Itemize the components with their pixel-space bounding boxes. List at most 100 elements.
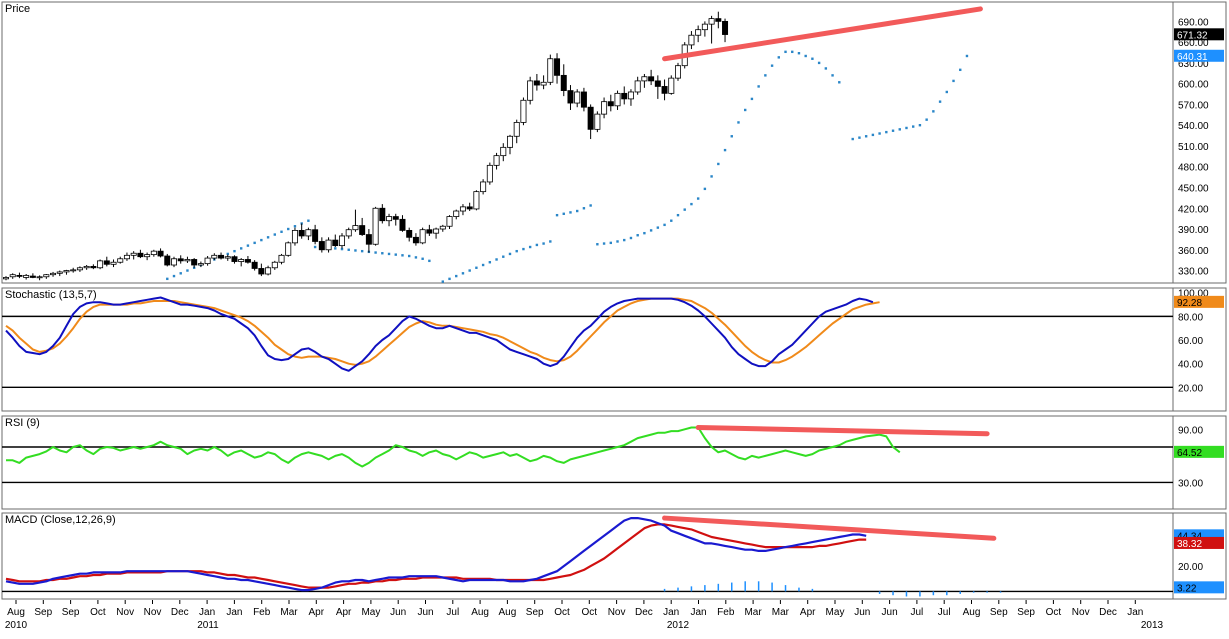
candle: [621, 92, 628, 100]
x-month-label: Sep: [990, 607, 1008, 618]
sar-dot: [421, 257, 424, 260]
sar-dot: [952, 79, 955, 83]
candle: [520, 99, 527, 123]
sar-dot: [663, 223, 666, 227]
sar-dot: [502, 255, 505, 258]
x-month-label: Dec: [171, 607, 189, 618]
sar-dot: [676, 213, 680, 217]
candle: [224, 256, 231, 259]
axis-frame-1: [1172, 287, 1227, 412]
sar-dot: [387, 252, 391, 256]
y-tick-label: 100.00: [1178, 289, 1209, 300]
candle: [150, 250, 157, 256]
candle: [157, 250, 164, 257]
candle: [285, 242, 292, 256]
x-month-label: Dec: [635, 607, 653, 618]
candle: [325, 239, 332, 251]
sar-dot: [307, 219, 310, 222]
candle: [675, 65, 682, 79]
sar-dot: [240, 247, 243, 250]
macd-signal-line: [5, 523, 867, 589]
panel-title-stochastic: Stochastic (13,5,7): [5, 289, 97, 301]
sar-dot: [246, 244, 250, 247]
chart-panels: Price 330.00 360.00 390.00 420.00 450.00 480.0…: [1, 1, 1227, 600]
sar-dot: [515, 249, 518, 253]
candle: [63, 270, 70, 273]
sar-dot: [401, 254, 404, 257]
x-month-label: Mar: [280, 607, 298, 618]
last-price-tag: 671.32: [1177, 30, 1208, 41]
sar-dot: [965, 54, 969, 58]
candle: [36, 276, 43, 279]
candle: [480, 181, 487, 193]
candle: [641, 76, 648, 82]
sar-dot: [851, 137, 854, 141]
candle: [50, 272, 57, 276]
macd-trendline: [662, 515, 997, 541]
macd-hist-last-tag: 3.22: [1177, 583, 1197, 594]
candle: [9, 274, 16, 278]
sar-dot: [737, 121, 740, 124]
candle: [103, 260, 110, 265]
candle: [412, 236, 419, 244]
y-tick-label: 660.00: [1178, 38, 1209, 49]
candle: [406, 229, 413, 238]
sar-dot: [717, 162, 720, 166]
panel-frame-1: [1, 287, 1174, 412]
candle: [278, 254, 285, 263]
candle: [204, 257, 211, 265]
sar-dot: [925, 118, 928, 121]
candle: [715, 18, 722, 22]
y-tick-label: 20.00: [1178, 562, 1203, 573]
sar-dot: [555, 213, 559, 217]
x-month-label: Nov: [608, 607, 626, 618]
stoch-last-tag-bg: [1174, 295, 1224, 308]
candle: [16, 274, 23, 277]
x-month-label: Jan: [663, 607, 679, 618]
candle: [567, 90, 574, 104]
sar-dot: [616, 240, 619, 243]
sar-dot: [804, 54, 807, 58]
candle: [23, 274, 30, 278]
y-tick-label: 40.00: [1178, 360, 1203, 371]
sar-dot: [448, 277, 451, 281]
candle: [661, 86, 668, 94]
candle: [144, 254, 151, 258]
sar-dot: [273, 233, 276, 236]
x-month-label: Nov: [144, 607, 162, 618]
sar-dot: [905, 126, 908, 130]
candle: [540, 81, 547, 86]
candle: [554, 58, 561, 76]
candle: [238, 259, 245, 262]
macd-signal-last-tag: 38.32: [1177, 539, 1202, 550]
sar-dot: [831, 74, 834, 77]
panel-title-rsi: RSI (9): [5, 417, 40, 429]
sar-dot: [858, 136, 861, 139]
candle: [594, 113, 601, 130]
candle: [399, 218, 406, 231]
candle: [76, 267, 83, 271]
x-month-label: May: [826, 607, 845, 618]
sar-dot: [293, 225, 297, 228]
x-month-label: Oct: [554, 607, 570, 618]
candle: [439, 225, 446, 230]
sar-dot: [723, 148, 727, 152]
candle: [386, 216, 393, 222]
sar-dot: [495, 258, 498, 261]
x-year-label: 2011: [197, 620, 219, 631]
y-tick-label: 330.00: [1178, 267, 1209, 278]
candle: [271, 261, 278, 269]
sar-dot: [602, 242, 606, 245]
sar-dot: [744, 108, 747, 112]
x-month-label: Dec: [1099, 607, 1117, 618]
candle: [70, 269, 77, 272]
sar-dot: [381, 252, 384, 255]
y-tick-label: 30.00: [1178, 478, 1203, 489]
x-month-label: Jul: [938, 607, 951, 618]
candle: [372, 207, 379, 245]
sar-dot: [313, 245, 317, 249]
x-month-label: Sep: [1017, 607, 1035, 618]
candle: [359, 225, 366, 235]
sar-dot: [912, 125, 915, 128]
sar-dot: [233, 249, 236, 253]
